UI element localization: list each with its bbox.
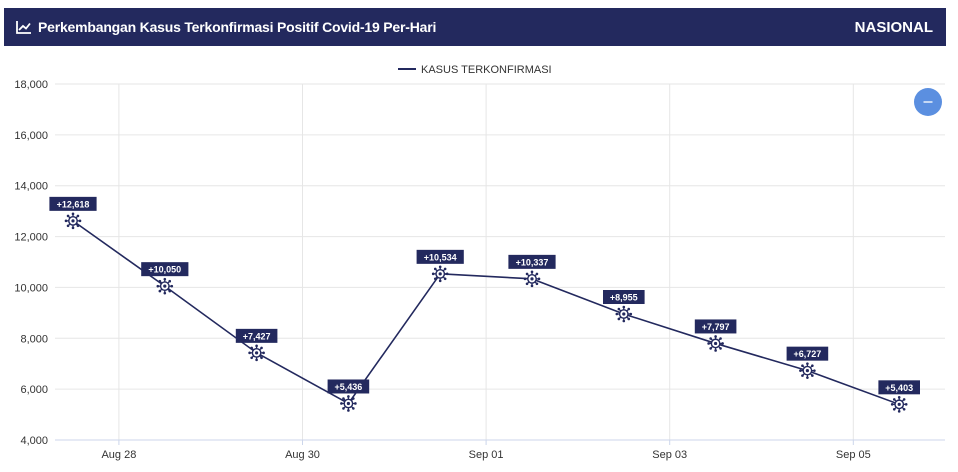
y-tick-label: 8,000 bbox=[20, 333, 48, 345]
virus-icon[interactable] bbox=[340, 395, 357, 412]
data-label-text: +6,727 bbox=[794, 349, 822, 359]
virus-icon[interactable] bbox=[890, 396, 908, 413]
data-label-text: +10,337 bbox=[516, 257, 549, 267]
data-label: +7,427 bbox=[235, 328, 278, 343]
data-label: +10,534 bbox=[416, 249, 464, 264]
virus-icon[interactable] bbox=[799, 362, 816, 379]
data-label-box bbox=[416, 249, 464, 264]
chart-header: Perkembangan Kasus Terkonfirmasi Positif… bbox=[4, 8, 946, 46]
data-label: +7,797 bbox=[694, 319, 737, 334]
legend[interactable]: KASUS TERKONFIRMASI bbox=[398, 64, 552, 76]
data-label-box bbox=[694, 319, 737, 334]
y-tick-label: 14,000 bbox=[14, 181, 48, 193]
virus-icon[interactable] bbox=[523, 270, 541, 288]
data-label-text: +10,050 bbox=[148, 265, 181, 275]
data-label-text: +12,618 bbox=[57, 199, 90, 209]
x-tick-label: Aug 30 bbox=[285, 449, 320, 461]
legend-label[interactable]: KASUS TERKONFIRMASI bbox=[421, 64, 552, 76]
region-label: NASIONAL bbox=[854, 18, 933, 36]
data-label: +5,436 bbox=[327, 379, 370, 394]
data-label-text: +7,797 bbox=[702, 322, 730, 332]
x-tick-label: Sep 05 bbox=[836, 449, 871, 461]
virus-icon[interactable] bbox=[156, 277, 174, 295]
data-label: +10,337 bbox=[508, 254, 556, 269]
data-label: +12,618 bbox=[49, 196, 97, 211]
zoom-out-button[interactable] bbox=[914, 88, 942, 116]
y-tick-label: 6,000 bbox=[20, 384, 48, 396]
y-tick-label: 4,000 bbox=[20, 435, 48, 447]
data-label-box bbox=[603, 290, 645, 305]
virus-icon[interactable] bbox=[248, 344, 265, 362]
data-label-text: +10,534 bbox=[424, 252, 457, 262]
virus-icon[interactable] bbox=[615, 305, 633, 323]
data-label-box bbox=[508, 254, 556, 269]
virus-icon[interactable] bbox=[64, 212, 82, 230]
data-label-box bbox=[327, 379, 370, 394]
y-tick-label: 12,000 bbox=[14, 232, 48, 244]
y-tick-label: 18,000 bbox=[14, 79, 48, 91]
series-kasus: +12,618 +10,050 +7,427 +5,436 +10,534 +10,337… bbox=[49, 196, 920, 413]
data-label-box bbox=[878, 380, 920, 395]
data-label-box bbox=[786, 346, 829, 361]
data-label-text: +5,436 bbox=[335, 382, 363, 392]
series-line bbox=[72, 220, 900, 406]
grid-lines bbox=[55, 83, 945, 441]
line-chart-icon bbox=[16, 21, 31, 34]
data-label-box bbox=[141, 262, 189, 277]
chart-area: 4,000 6,000 8,000 10,000 12,000 14,000 16,000 1… bbox=[14, 64, 945, 461]
data-label: +10,050 bbox=[141, 262, 189, 277]
x-axis: Aug 28 Aug 30 Sep 01 Sep 03 Sep 05 bbox=[55, 439, 945, 461]
data-label-text: +7,427 bbox=[243, 331, 271, 341]
data-label-box bbox=[235, 328, 278, 343]
y-tick-label: 10,000 bbox=[14, 282, 48, 294]
data-label: +5,403 bbox=[878, 380, 920, 395]
virus-icon[interactable] bbox=[431, 265, 449, 283]
x-tick-label: Sep 03 bbox=[652, 449, 687, 461]
x-tick-label: Sep 01 bbox=[469, 449, 504, 461]
data-label-box bbox=[49, 196, 97, 211]
virus-icon[interactable] bbox=[707, 335, 724, 352]
data-label: +6,727 bbox=[786, 346, 829, 361]
header-title-group: Perkembangan Kasus Terkonfirmasi Positif… bbox=[16, 19, 436, 35]
y-tick-label: 16,000 bbox=[14, 130, 48, 142]
data-label-text: +8,955 bbox=[610, 293, 638, 303]
x-tick-label: Aug 28 bbox=[101, 449, 136, 461]
data-label-text: +5,403 bbox=[885, 383, 913, 393]
data-label: +8,955 bbox=[603, 290, 645, 305]
y-axis: 4,000 6,000 8,000 10,000 12,000 14,000 16,000 1… bbox=[14, 79, 48, 447]
chart-title: Perkembangan Kasus Terkonfirmasi Positif… bbox=[38, 19, 437, 35]
